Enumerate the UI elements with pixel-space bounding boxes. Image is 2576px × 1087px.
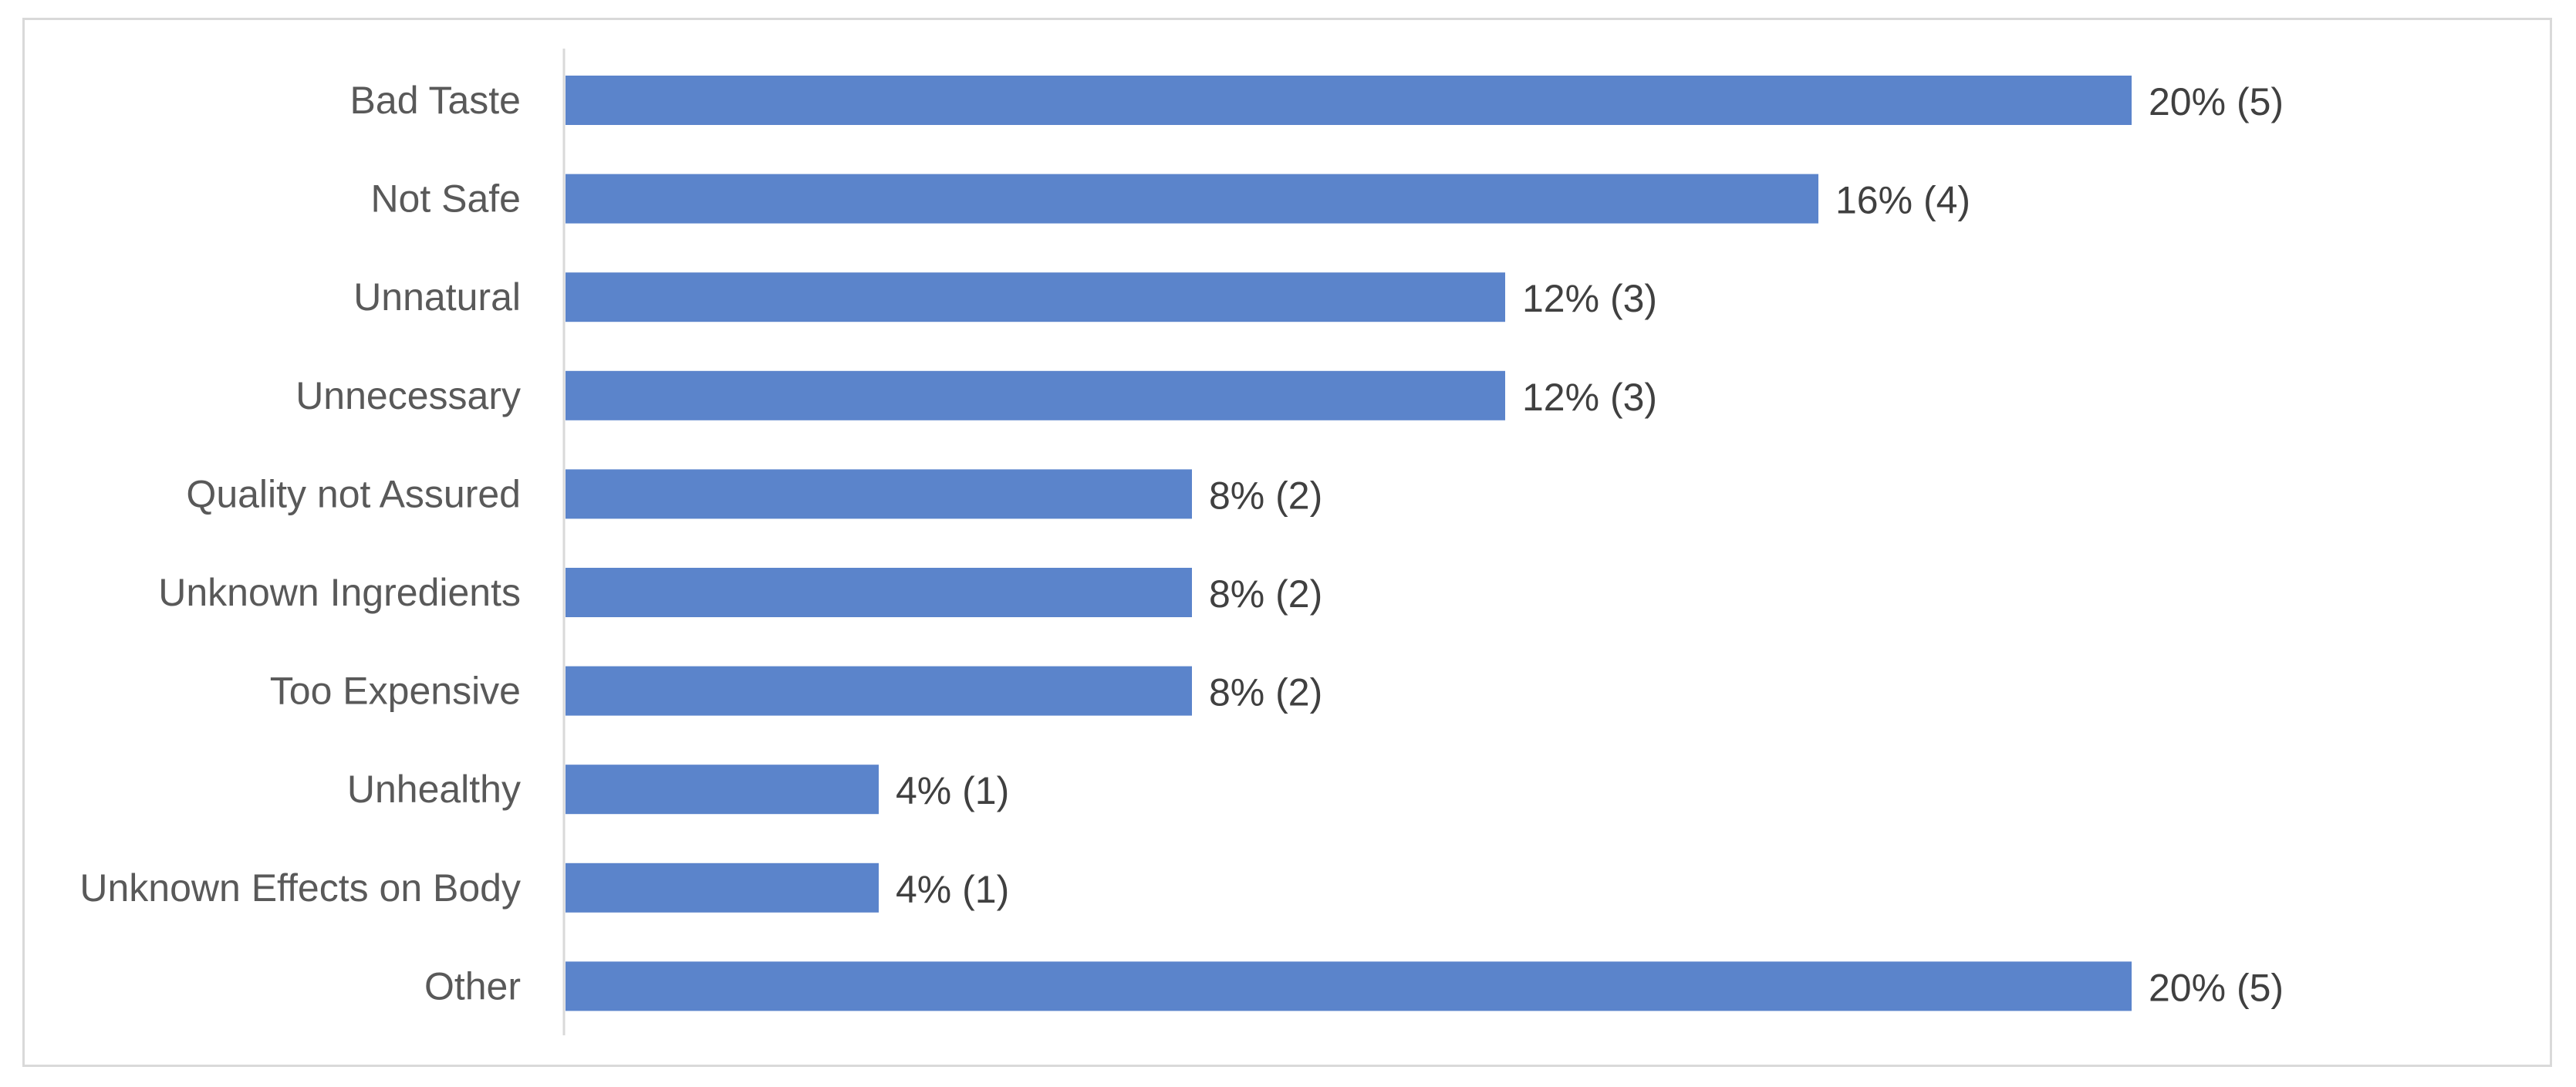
category-label: Unhealthy — [347, 768, 521, 811]
category-labels-group: Bad Taste Not Safe Unnatural Unnecessary Qua… — [79, 79, 521, 1008]
category-label: Too Expensive — [270, 670, 521, 713]
category-label: Not Safe — [370, 177, 521, 221]
data-label: 16% (4) — [1835, 179, 1970, 222]
data-label: 4% (1) — [896, 868, 1009, 911]
data-label: 8% (2) — [1209, 474, 1322, 517]
data-labels-group: 20% (5) 16% (4) 12% (3) 12% (3) 8% (2) 8% (2)… — [896, 80, 2284, 1009]
data-label: 8% (2) — [1209, 572, 1322, 616]
category-label: Unnatural — [353, 275, 521, 319]
data-label: 8% (2) — [1209, 671, 1322, 714]
bar — [566, 568, 1192, 617]
bar — [566, 370, 1505, 420]
bar — [566, 961, 2132, 1011]
bar — [566, 272, 1505, 322]
bar — [566, 863, 879, 913]
category-label: Quality not Assured — [186, 472, 521, 515]
data-label: 12% (3) — [1522, 376, 1657, 419]
category-label: Unknown Ingredients — [158, 571, 521, 614]
bars-group — [566, 76, 2132, 1011]
category-label: Bad Taste — [350, 79, 521, 122]
data-label: 20% (5) — [2149, 966, 2284, 1009]
bar — [566, 469, 1192, 519]
category-label: Unnecessary — [295, 374, 521, 417]
bar — [566, 666, 1192, 716]
category-label: Other — [424, 964, 521, 1008]
data-label: 20% (5) — [2149, 80, 2284, 123]
bar — [566, 76, 2132, 125]
data-label: 12% (3) — [1522, 277, 1657, 320]
bar — [566, 765, 879, 815]
bar — [566, 174, 1818, 224]
category-label: Unknown Effects on Body — [79, 866, 521, 910]
data-label: 4% (1) — [896, 769, 1009, 812]
